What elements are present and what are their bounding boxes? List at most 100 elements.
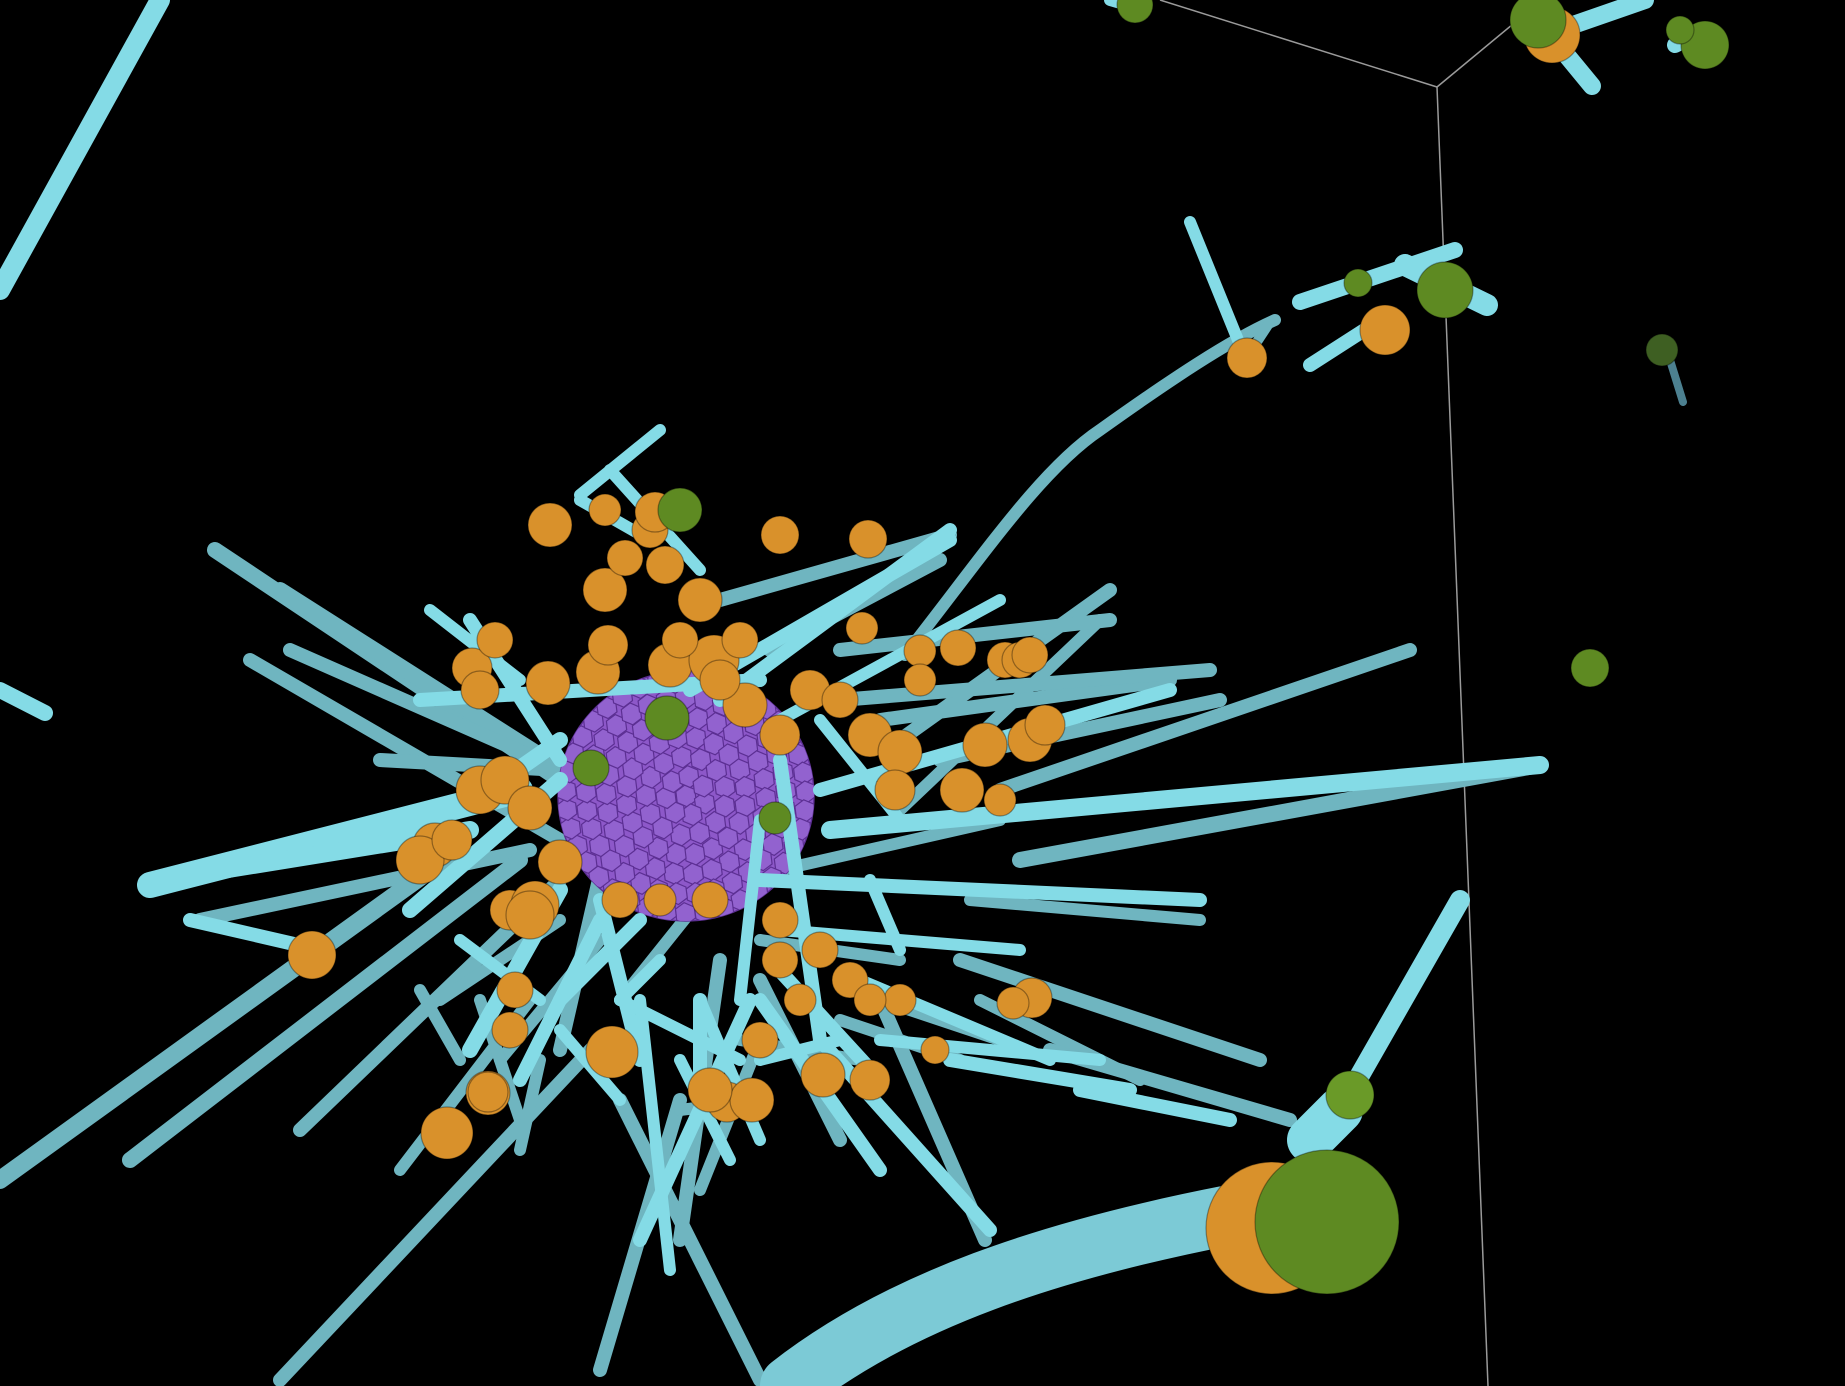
orange-bead [903,634,937,668]
microtubule [833,663,1217,707]
orange-bead [853,983,887,1017]
orange-bead [761,901,799,939]
orange-bead [883,983,917,1017]
microtubule [943,1053,1137,1097]
microtubule [964,894,1206,926]
microtubule [633,993,757,1247]
orange-bead [874,769,916,811]
orange-bead [783,983,817,1017]
microtubule [1073,1083,1237,1127]
orange-bead [721,621,759,659]
orange-bead [476,621,514,659]
microtubule [894,614,1106,816]
centrosome-cell [728,811,750,835]
microtubule [613,1093,767,1386]
orange-bead [537,839,583,885]
microtubule [122,852,528,1168]
orange-bead [1024,704,1066,746]
centrosome-cell [613,834,636,858]
orange-bead [962,722,1008,768]
motor-beads [287,0,1730,1160]
orange-bead [903,663,937,697]
centrosome-cell [580,817,603,841]
orange-bead [741,1021,779,1059]
orange-bead [505,890,555,940]
foreground-bead-small-green [1325,1070,1375,1120]
orange-bead [601,881,639,919]
foreground-microtubule [760,890,1470,1386]
orange-bead [496,971,534,1009]
microtubule [283,643,547,767]
microtubule [833,613,1117,657]
foreground-tube [760,1185,1260,1386]
microtubule [0,861,439,1189]
orange-bead [939,767,985,813]
microtubule [734,814,766,1006]
centrosome-cell [670,745,693,769]
microtubule [753,873,1207,907]
orange-bead [687,1067,733,1113]
orange-bead [645,545,685,585]
orange-bead [643,883,677,917]
foreground-bead-green [1254,1149,1400,1295]
orange-bead [420,1106,474,1160]
foreground-stub [1287,1087,1363,1163]
orange-bead [761,941,799,979]
microtubule [614,994,746,1066]
microtubule [874,1034,1106,1066]
isolated-microtubule [1184,216,1246,351]
centrosome-cell [705,711,728,736]
centrosome-cell [713,794,736,818]
orange-bead [983,783,1017,817]
orange-bead [877,729,923,775]
centrosome-cell [703,732,725,756]
orange-bead [491,1011,529,1049]
centrosome-cell [597,800,619,825]
green-bead [1509,0,1567,49]
centrosome-cell [616,774,638,798]
green-bead [644,695,690,741]
orange-bead [821,681,859,719]
green-bead [1343,268,1373,298]
microtubule [864,874,906,956]
orange-bead [507,785,553,831]
microtubule [713,528,957,607]
orange-bead [582,567,628,613]
orange-bead [801,931,839,969]
green-bead [758,801,792,835]
orange-bead [661,621,699,659]
green-bead [1665,15,1695,45]
microtubule [873,673,1177,727]
centrosome-cell [621,810,644,834]
orange-bead [848,519,888,559]
isolated-microtubule [1292,242,1463,310]
microtubule [514,1054,546,1156]
microtubule [614,954,666,1006]
microtubule [414,984,466,1066]
centrosome-cell [615,793,638,817]
microtubule [763,953,887,1087]
orange-bead [1011,636,1049,674]
green-bead [1416,261,1474,319]
microtubule [593,893,647,1067]
curved-microtubule [899,314,1281,661]
microtubule [553,913,647,1007]
green-bead [572,749,610,787]
orange-bead [759,714,801,756]
orange-bead [431,819,473,861]
orange-bead [395,835,445,885]
orange-bead [588,493,622,527]
green-bead [1116,0,1154,24]
orange-bead [996,986,1030,1020]
microtubule [574,424,666,501]
orange-bead [606,539,644,577]
orange-bead [849,1059,891,1101]
microtubule [993,643,1417,797]
orange-bead [939,629,977,667]
orange-bead [1226,337,1268,379]
microtubule [821,756,1549,839]
box-edge-top [1159,0,1438,88]
centrosome-cell [685,726,707,750]
